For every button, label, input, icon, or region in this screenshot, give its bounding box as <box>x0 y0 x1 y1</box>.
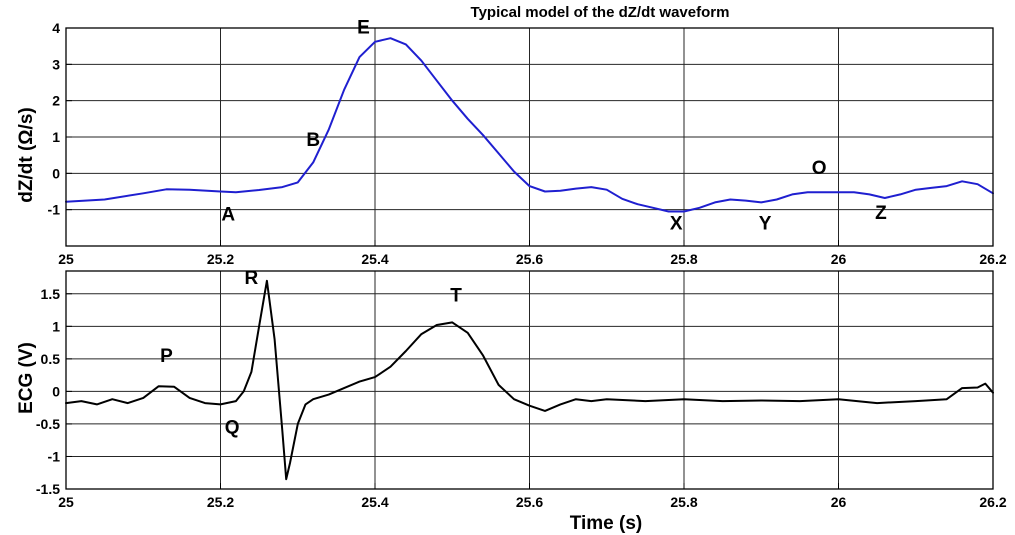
y-tick-label-ecg: 1.5 <box>41 286 61 302</box>
annotation-e: E <box>357 17 370 38</box>
x-tick-label-dzdt: 25.6 <box>516 251 543 267</box>
annotation-b: B <box>306 130 320 151</box>
series-line-ecg <box>65 279 994 481</box>
annotation-o: O <box>812 158 827 179</box>
x-tick-label-ecg: 25.6 <box>516 494 543 510</box>
y-tick-label-dzdt: -1 <box>48 202 61 218</box>
chart-title-dzdt: Typical model of the dZ/dt waveform <box>471 4 730 21</box>
annotation-p: P <box>160 346 173 367</box>
x-tick-label-dzdt: 26 <box>831 251 847 267</box>
y-tick-label-ecg: -1 <box>48 448 61 464</box>
x-tick-label-ecg: 25.2 <box>207 494 234 510</box>
x-tick-label-ecg: 25.8 <box>670 494 697 510</box>
axes-frame-ecg <box>65 270 994 490</box>
y-axis-label-ecg: ECG (V) <box>16 342 37 414</box>
annotation-y: Y <box>759 214 772 235</box>
dzdt-panel: Typical model of the dZ/dt waveform dZ/d… <box>16 4 1007 267</box>
annotation-q: Q <box>225 418 240 439</box>
axes-frame-dzdt <box>65 27 994 247</box>
x-tick-label-ecg: 25.4 <box>361 494 388 510</box>
y-tick-label-dzdt: 0 <box>52 165 60 181</box>
y-tick-label-dzdt: 2 <box>52 93 60 109</box>
ecg-panel: ECG (V) Time (s) 25 25.2 25.4 25.6 25.8 26 26.… <box>16 268 1007 534</box>
y-tick-label-ecg: -0.5 <box>36 416 60 432</box>
series-line-dzdt <box>65 37 994 213</box>
x-tick-label-ecg: 26.2 <box>979 494 1006 510</box>
x-tick-label-dzdt: 26.2 <box>979 251 1006 267</box>
y-tick-label-dzdt: 1 <box>52 129 60 145</box>
x-tick-label-dzdt: 25.8 <box>670 251 697 267</box>
x-tick-label-ecg: 25 <box>58 494 74 510</box>
y-tick-label-ecg: 1 <box>52 318 60 334</box>
x-tick-label-dzdt: 25.4 <box>361 251 388 267</box>
annotation-r: R <box>245 268 259 289</box>
x-tick-label-dzdt: 25 <box>58 251 74 267</box>
x-axis-label-time: Time (s) <box>570 513 643 534</box>
y-tick-label-ecg: 0 <box>52 383 60 399</box>
annotation-x: X <box>670 214 683 235</box>
x-tick-label-dzdt: 25.2 <box>207 251 234 267</box>
x-tick-label-ecg: 26 <box>831 494 847 510</box>
y-tick-label-ecg: -1.5 <box>36 481 60 497</box>
annotation-t: T <box>450 286 462 307</box>
y-tick-label-dzdt: 4 <box>52 20 60 36</box>
y-axis-label-dzdt: dZ/dt (Ω/s) <box>16 107 37 202</box>
y-tick-label-ecg: 0.5 <box>41 351 61 367</box>
annotation-z: Z <box>875 203 887 224</box>
y-tick-label-dzdt: 3 <box>52 56 60 72</box>
annotation-a: A <box>221 205 235 226</box>
